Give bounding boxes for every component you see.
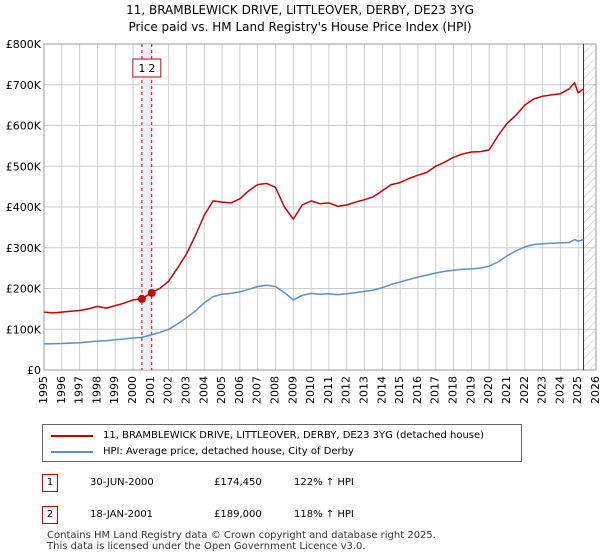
- x-tick-label: 2011: [322, 376, 335, 404]
- future-hatch: [583, 44, 596, 370]
- sale-band: [141, 44, 152, 370]
- x-tick-label: 2021: [500, 376, 513, 404]
- y-tick-label: £600K: [6, 120, 42, 133]
- footer-line-1: Contains HM Land Registry data © Crown c…: [47, 530, 436, 541]
- footer: Contains HM Land Registry data © Crown c…: [47, 530, 436, 552]
- series-line: [43, 238, 584, 345]
- x-tick-label: 2016: [411, 376, 424, 404]
- chart-subtitle: Price paid vs. HM Land Registry's House …: [128, 20, 471, 34]
- x-tick-label: 2009: [286, 376, 299, 404]
- x-tick-label: 2024: [553, 376, 566, 404]
- transaction-price: £174,450: [214, 477, 262, 488]
- x-tick-label: 2008: [268, 376, 281, 404]
- legend-swatch-hpi: [51, 451, 93, 453]
- y-tick-label: £400K: [6, 201, 42, 214]
- x-tick-label: 2014: [375, 376, 388, 404]
- sale-highlight: [141, 44, 596, 370]
- sale-point: [147, 288, 156, 297]
- x-tick-label: 2005: [215, 376, 228, 404]
- y-tick-label: £700K: [6, 79, 42, 92]
- sale-badge-label: 2: [148, 62, 155, 75]
- x-tick-label: 1997: [73, 376, 86, 404]
- legend: 11, BRAMBLEWICK DRIVE, LITTLEOVER, DERBY…: [42, 424, 522, 462]
- price-chart: 11, BRAMBLEWICK DRIVE, LITTLEOVER, DERBY…: [6, 3, 600, 404]
- transaction-date: 30-JUN-2000: [90, 477, 154, 488]
- y-tick-label: £200K: [6, 283, 42, 296]
- x-tick-label: 2003: [179, 376, 192, 404]
- legend-label-property: 11, BRAMBLEWICK DRIVE, LITTLEOVER, DERBY…: [103, 430, 485, 441]
- y-tick-label: £0: [27, 364, 41, 377]
- x-tick-label: 2023: [536, 376, 549, 404]
- x-tick-label: 1996: [55, 376, 68, 404]
- y-axis: £0 £100K £200K £300K £400K £500K £600K £700K £80…: [6, 38, 42, 377]
- footer-line-2: This data is licensed under the Open Gov…: [47, 541, 366, 552]
- y-tick-label: £300K: [6, 242, 42, 255]
- x-tick-label: 2020: [482, 376, 495, 404]
- x-tick-label: 2004: [197, 376, 210, 404]
- x-tick-label: 1998: [90, 376, 103, 404]
- x-tick-label: 1999: [108, 376, 121, 404]
- x-tick-label: 2006: [233, 376, 246, 404]
- x-tick-label: 2019: [464, 376, 477, 404]
- x-tick-label: 2012: [340, 376, 353, 404]
- grid: [43, 43, 597, 371]
- sale-point: [137, 294, 146, 303]
- x-tick-label: 2013: [358, 376, 371, 404]
- x-tick-label: 2007: [251, 376, 264, 404]
- transaction-badge: 1: [42, 474, 58, 492]
- series-lines: [43, 81, 584, 345]
- legend-swatch-property: [51, 435, 93, 437]
- x-tick-label: 1995: [37, 376, 50, 404]
- x-tick-label: 2022: [518, 376, 531, 404]
- x-axis: 1995 1996 1997 1998 1999 2000 2001 2002 2003 2004…: [37, 376, 600, 404]
- sale-badge-label: 1: [138, 62, 145, 75]
- transaction-hpi: 122% ↑ HPI: [294, 477, 354, 488]
- x-tick-label: 2001: [144, 376, 157, 404]
- y-tick-label: £800K: [6, 38, 42, 51]
- x-tick-label: 2025: [571, 376, 584, 404]
- sale-badge-box: [132, 58, 162, 78]
- transaction-badge: 2: [42, 506, 58, 524]
- x-tick-label: 2017: [429, 376, 442, 404]
- y-tick-label: £500K: [6, 160, 42, 173]
- x-tick-label: 2000: [126, 376, 139, 404]
- legend-label-hpi: HPI: Average price, detached house, City…: [103, 446, 354, 457]
- transaction-hpi: 118% ↑ HPI: [294, 509, 354, 520]
- chart-title: 11, BRAMBLEWICK DRIVE, LITTLEOVER, DERBY…: [126, 3, 474, 17]
- x-tick-label: 2018: [447, 376, 460, 404]
- y-tick-label: £100K: [6, 323, 42, 336]
- x-tick-label: 2015: [393, 376, 406, 404]
- transaction-price: £189,000: [214, 509, 262, 520]
- x-tick-label: 2002: [162, 376, 175, 404]
- series-line: [43, 81, 584, 314]
- transaction-date: 18-JAN-2001: [90, 509, 154, 520]
- x-tick-label: 2010: [304, 376, 317, 404]
- x-tick-label: 2026: [589, 376, 600, 404]
